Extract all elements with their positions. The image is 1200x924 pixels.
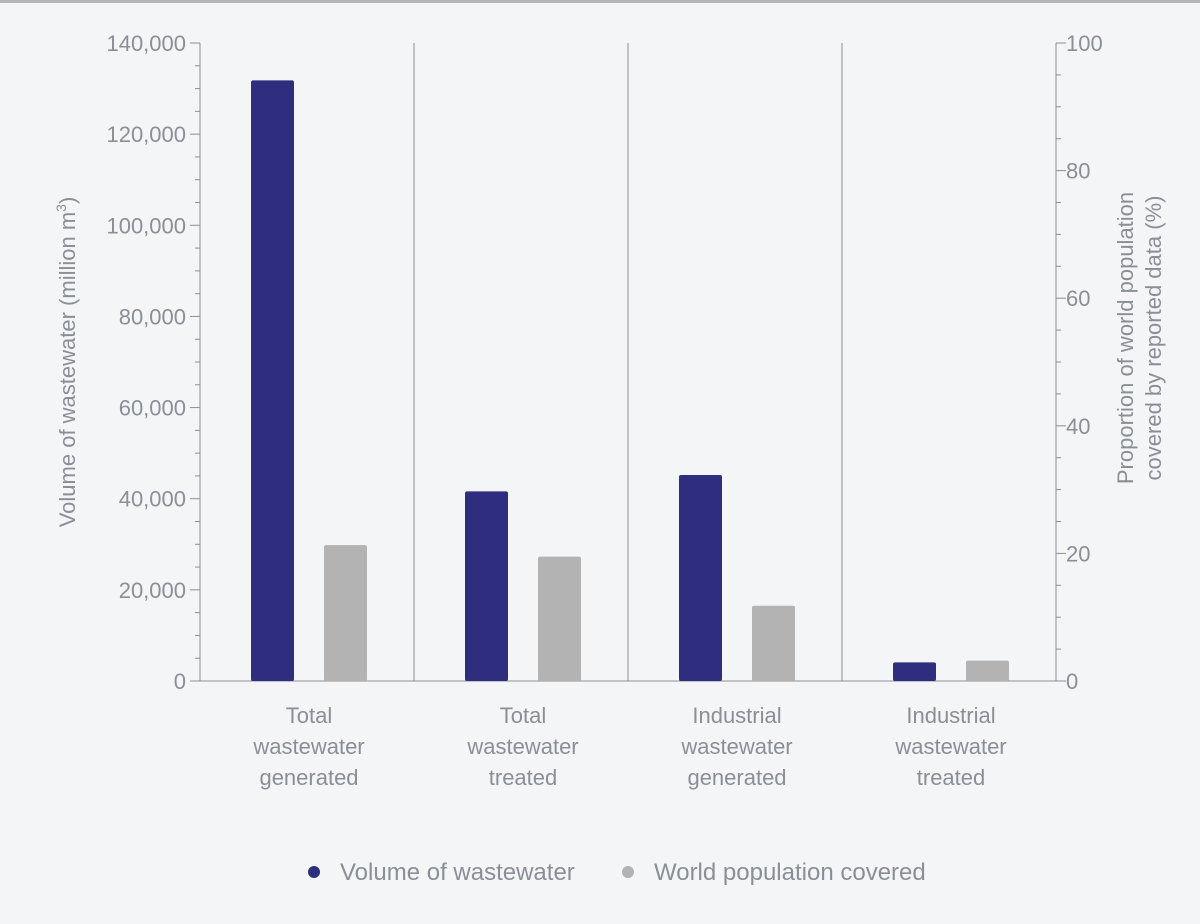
left-tick-label: 140,000 (106, 31, 186, 56)
left-tick-label: 60,000 (119, 396, 186, 421)
population-bar (966, 660, 1009, 681)
legend: Volume of wastewater World population cov… (308, 859, 926, 886)
population-bar (538, 556, 581, 681)
left-tick-label: 80,000 (119, 304, 186, 329)
category-label-line: wastewater (252, 734, 364, 759)
right-axis-title-line: covered by reported data (%) (1141, 196, 1166, 481)
left-tick-label: 0 (174, 669, 186, 694)
left-tick-label: 100,000 (106, 213, 186, 238)
category-label: Total wastewater generated (252, 703, 364, 790)
left-tick-label: 20,000 (119, 578, 186, 603)
left-tick-label: 40,000 (119, 487, 186, 512)
left-axis-title-sup: 3 (53, 204, 69, 212)
population-bar (324, 545, 367, 681)
volume-bar (679, 475, 722, 681)
category-label: Industrial wastewater generated (680, 703, 792, 790)
axes (190, 42, 1066, 682)
category-label-line: treated (489, 765, 558, 790)
right-tick-label: 100 (1066, 31, 1103, 56)
right-axis-title-line: Proportion of world population (1113, 192, 1138, 484)
left-tick-label: 120,000 (106, 122, 186, 147)
category-label-line: wastewater (466, 734, 578, 759)
category-label: Industrial wastewater treated (894, 703, 1006, 790)
category-label-line: wastewater (894, 734, 1006, 759)
bars (251, 80, 1009, 681)
category-label-line: treated (917, 765, 986, 790)
legend-swatch (622, 866, 634, 878)
category-label-line: Industrial (906, 703, 995, 728)
right-tick-label: 60 (1066, 286, 1090, 311)
category-label-line: Total (286, 703, 332, 728)
right-tick-label: 80 (1066, 159, 1090, 184)
category-label-line: wastewater (680, 734, 792, 759)
category-label-line: generated (687, 765, 786, 790)
volume-bar (465, 491, 508, 681)
population-bar (752, 605, 795, 681)
labels: 0 20,000 40,000 60,000 80,000 100,000 120,000 1… (53, 31, 1166, 790)
volume-bar (251, 80, 294, 681)
top-rule (0, 0, 1200, 3)
left-axis-title: Volume of wastewater (million m3) (53, 197, 80, 528)
legend-swatch (308, 866, 320, 878)
legend-label: Volume of wastewater (340, 859, 575, 886)
category-label-line: generated (259, 765, 358, 790)
right-tick-label: 20 (1066, 541, 1090, 566)
legend-label: World population covered (654, 859, 926, 886)
right-tick-label: 0 (1066, 669, 1078, 694)
left-axis-title-end: ) (55, 197, 80, 204)
category-label: Total wastewater treated (466, 703, 578, 790)
volume-bar (893, 662, 936, 681)
right-tick-label: 40 (1066, 414, 1090, 439)
left-axis-title-main: Volume of wastewater (million m (55, 212, 80, 527)
category-label-line: Total (500, 703, 546, 728)
right-axis-title: Proportion of world population covered by… (1113, 192, 1166, 484)
category-label-line: Industrial (692, 703, 781, 728)
